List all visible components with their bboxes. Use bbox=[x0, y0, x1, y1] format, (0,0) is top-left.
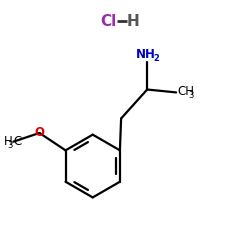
Text: H: H bbox=[127, 14, 140, 29]
Text: H: H bbox=[4, 135, 12, 148]
Text: C: C bbox=[14, 135, 22, 148]
Text: 3: 3 bbox=[7, 141, 12, 150]
Text: 3: 3 bbox=[189, 91, 194, 100]
Text: Cl: Cl bbox=[100, 14, 116, 29]
Text: NH: NH bbox=[136, 48, 156, 61]
Text: CH: CH bbox=[177, 86, 194, 98]
Text: 2: 2 bbox=[154, 54, 159, 63]
Text: O: O bbox=[34, 126, 44, 140]
